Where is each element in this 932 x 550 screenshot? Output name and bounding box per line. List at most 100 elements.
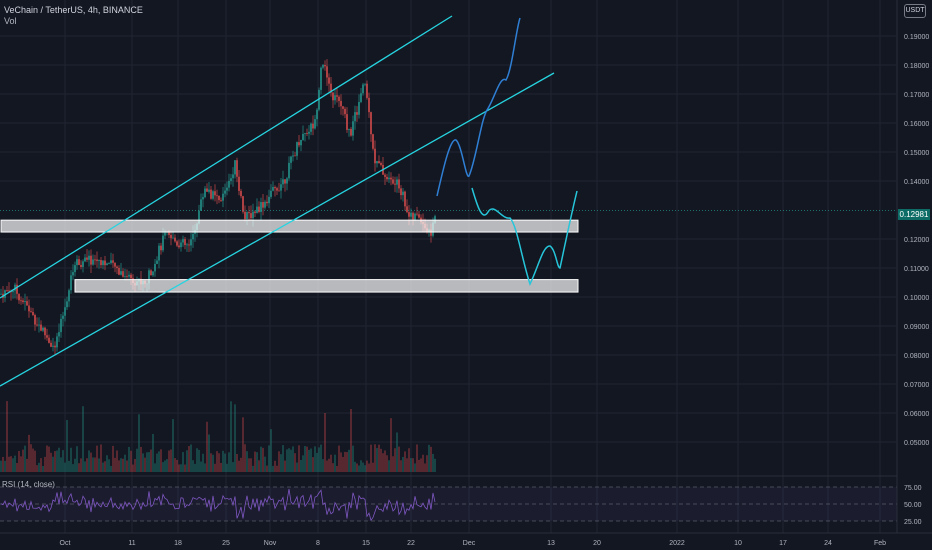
price-tick-label: 0.16000 xyxy=(904,121,929,128)
volume-bar xyxy=(206,421,208,472)
volume-bar xyxy=(342,456,344,472)
candle-body xyxy=(278,190,280,192)
volume-bar xyxy=(366,460,368,472)
time-tick-label: Oct xyxy=(60,540,71,547)
volume-bar xyxy=(258,460,260,472)
volume-bar xyxy=(92,457,94,472)
currency-badge[interactable]: USDT xyxy=(904,4,926,18)
volume-bar xyxy=(246,451,248,472)
volume-bar xyxy=(134,458,136,472)
volume-bar xyxy=(16,463,18,472)
volume-bar xyxy=(264,456,266,472)
volume-bar xyxy=(96,445,98,472)
volume-bar xyxy=(344,451,346,472)
volume-bar xyxy=(384,450,386,472)
candle-body xyxy=(386,176,388,180)
symbol-title: VeChain / TetherUS, 4h, BINANCE xyxy=(4,5,143,15)
volume-bar xyxy=(94,457,96,472)
volume-bar xyxy=(0,460,2,472)
time-tick-label: Feb xyxy=(874,540,886,547)
candle-body xyxy=(364,83,366,85)
volume-bar xyxy=(314,446,316,472)
candle-body xyxy=(50,342,52,347)
volume-bar xyxy=(50,452,52,472)
volume-bar xyxy=(380,448,382,472)
candle-body xyxy=(230,178,232,181)
candle-body xyxy=(104,260,106,266)
volume-bar xyxy=(142,453,144,472)
volume-bar xyxy=(388,460,390,472)
volume-bar xyxy=(86,458,88,472)
volume-bar xyxy=(402,456,404,472)
volume-bar xyxy=(272,465,274,472)
volume-bar xyxy=(102,462,104,472)
candle-body xyxy=(44,327,46,336)
candle-body xyxy=(206,188,208,192)
volume-bar xyxy=(296,462,298,472)
time-tick-label: 24 xyxy=(824,540,832,547)
candle-body xyxy=(68,290,70,302)
time-tick-label: 2022 xyxy=(669,540,685,547)
volume-bar xyxy=(252,465,254,472)
candle-body xyxy=(110,260,112,264)
candle-body xyxy=(88,255,90,260)
candle-body xyxy=(310,123,312,132)
volume-bar xyxy=(30,444,32,472)
volume-bar xyxy=(270,429,272,472)
volume-bar xyxy=(152,433,154,472)
candle-body xyxy=(30,311,32,313)
volume-bar xyxy=(146,452,148,472)
candle-body xyxy=(394,183,396,185)
volume-bar xyxy=(22,449,24,472)
candle-body xyxy=(202,197,204,200)
volume-bar xyxy=(390,418,392,472)
volume-bar xyxy=(238,460,240,472)
candle-body xyxy=(242,196,244,212)
candle-body xyxy=(358,102,360,115)
volume-bar xyxy=(310,448,312,472)
volume-bar xyxy=(90,452,92,472)
candle-body xyxy=(346,114,348,130)
candle-body xyxy=(412,212,414,220)
price-axis[interactable]: 0.19000 0.18000 0.17000 0.16000 0.15000 0.140… xyxy=(0,0,929,533)
candle-body xyxy=(178,245,180,248)
volume-bar xyxy=(214,463,216,472)
candle-body xyxy=(366,83,368,98)
candle-body xyxy=(266,201,268,204)
candle-body xyxy=(72,272,74,276)
volume-bar xyxy=(276,465,278,472)
candle-body xyxy=(80,264,82,267)
volume-bar xyxy=(40,458,42,472)
volume-bar xyxy=(10,456,12,472)
volume-bar xyxy=(34,450,36,472)
rsi-pane: 75.00 50.00 25.00 xyxy=(0,475,922,526)
time-tick-label: 11 xyxy=(128,540,135,547)
volume-bar xyxy=(318,447,320,472)
rsi-tick-label: 25.00 xyxy=(904,519,922,526)
volume-bar xyxy=(230,401,232,472)
volume-bar xyxy=(64,462,66,472)
candle-body xyxy=(328,77,330,84)
volume-bar xyxy=(368,463,370,472)
time-tick-label: 17 xyxy=(779,540,787,547)
volume-bar xyxy=(78,463,80,472)
candle-body xyxy=(260,202,262,212)
candle-body xyxy=(392,179,394,184)
volume-bar xyxy=(76,446,78,472)
projection-alternate-path xyxy=(471,187,578,286)
volume-bar xyxy=(8,456,10,472)
volume-bar xyxy=(386,455,388,472)
volume-bar xyxy=(136,448,138,472)
volume-bar xyxy=(374,444,376,472)
volume-bar xyxy=(138,414,140,472)
candle-body xyxy=(348,128,350,130)
time-axis[interactable]: Oct 11 18 25 Nov 8 15 22 Dec 13 20 2022 10 17 24 Feb xyxy=(0,532,932,547)
candle-body xyxy=(298,142,300,146)
volume-bar xyxy=(82,406,84,472)
candle-body xyxy=(62,315,64,319)
candle-body xyxy=(322,64,324,68)
candle-body xyxy=(284,179,286,184)
volume-bar xyxy=(62,450,64,472)
candle-body xyxy=(0,293,2,295)
